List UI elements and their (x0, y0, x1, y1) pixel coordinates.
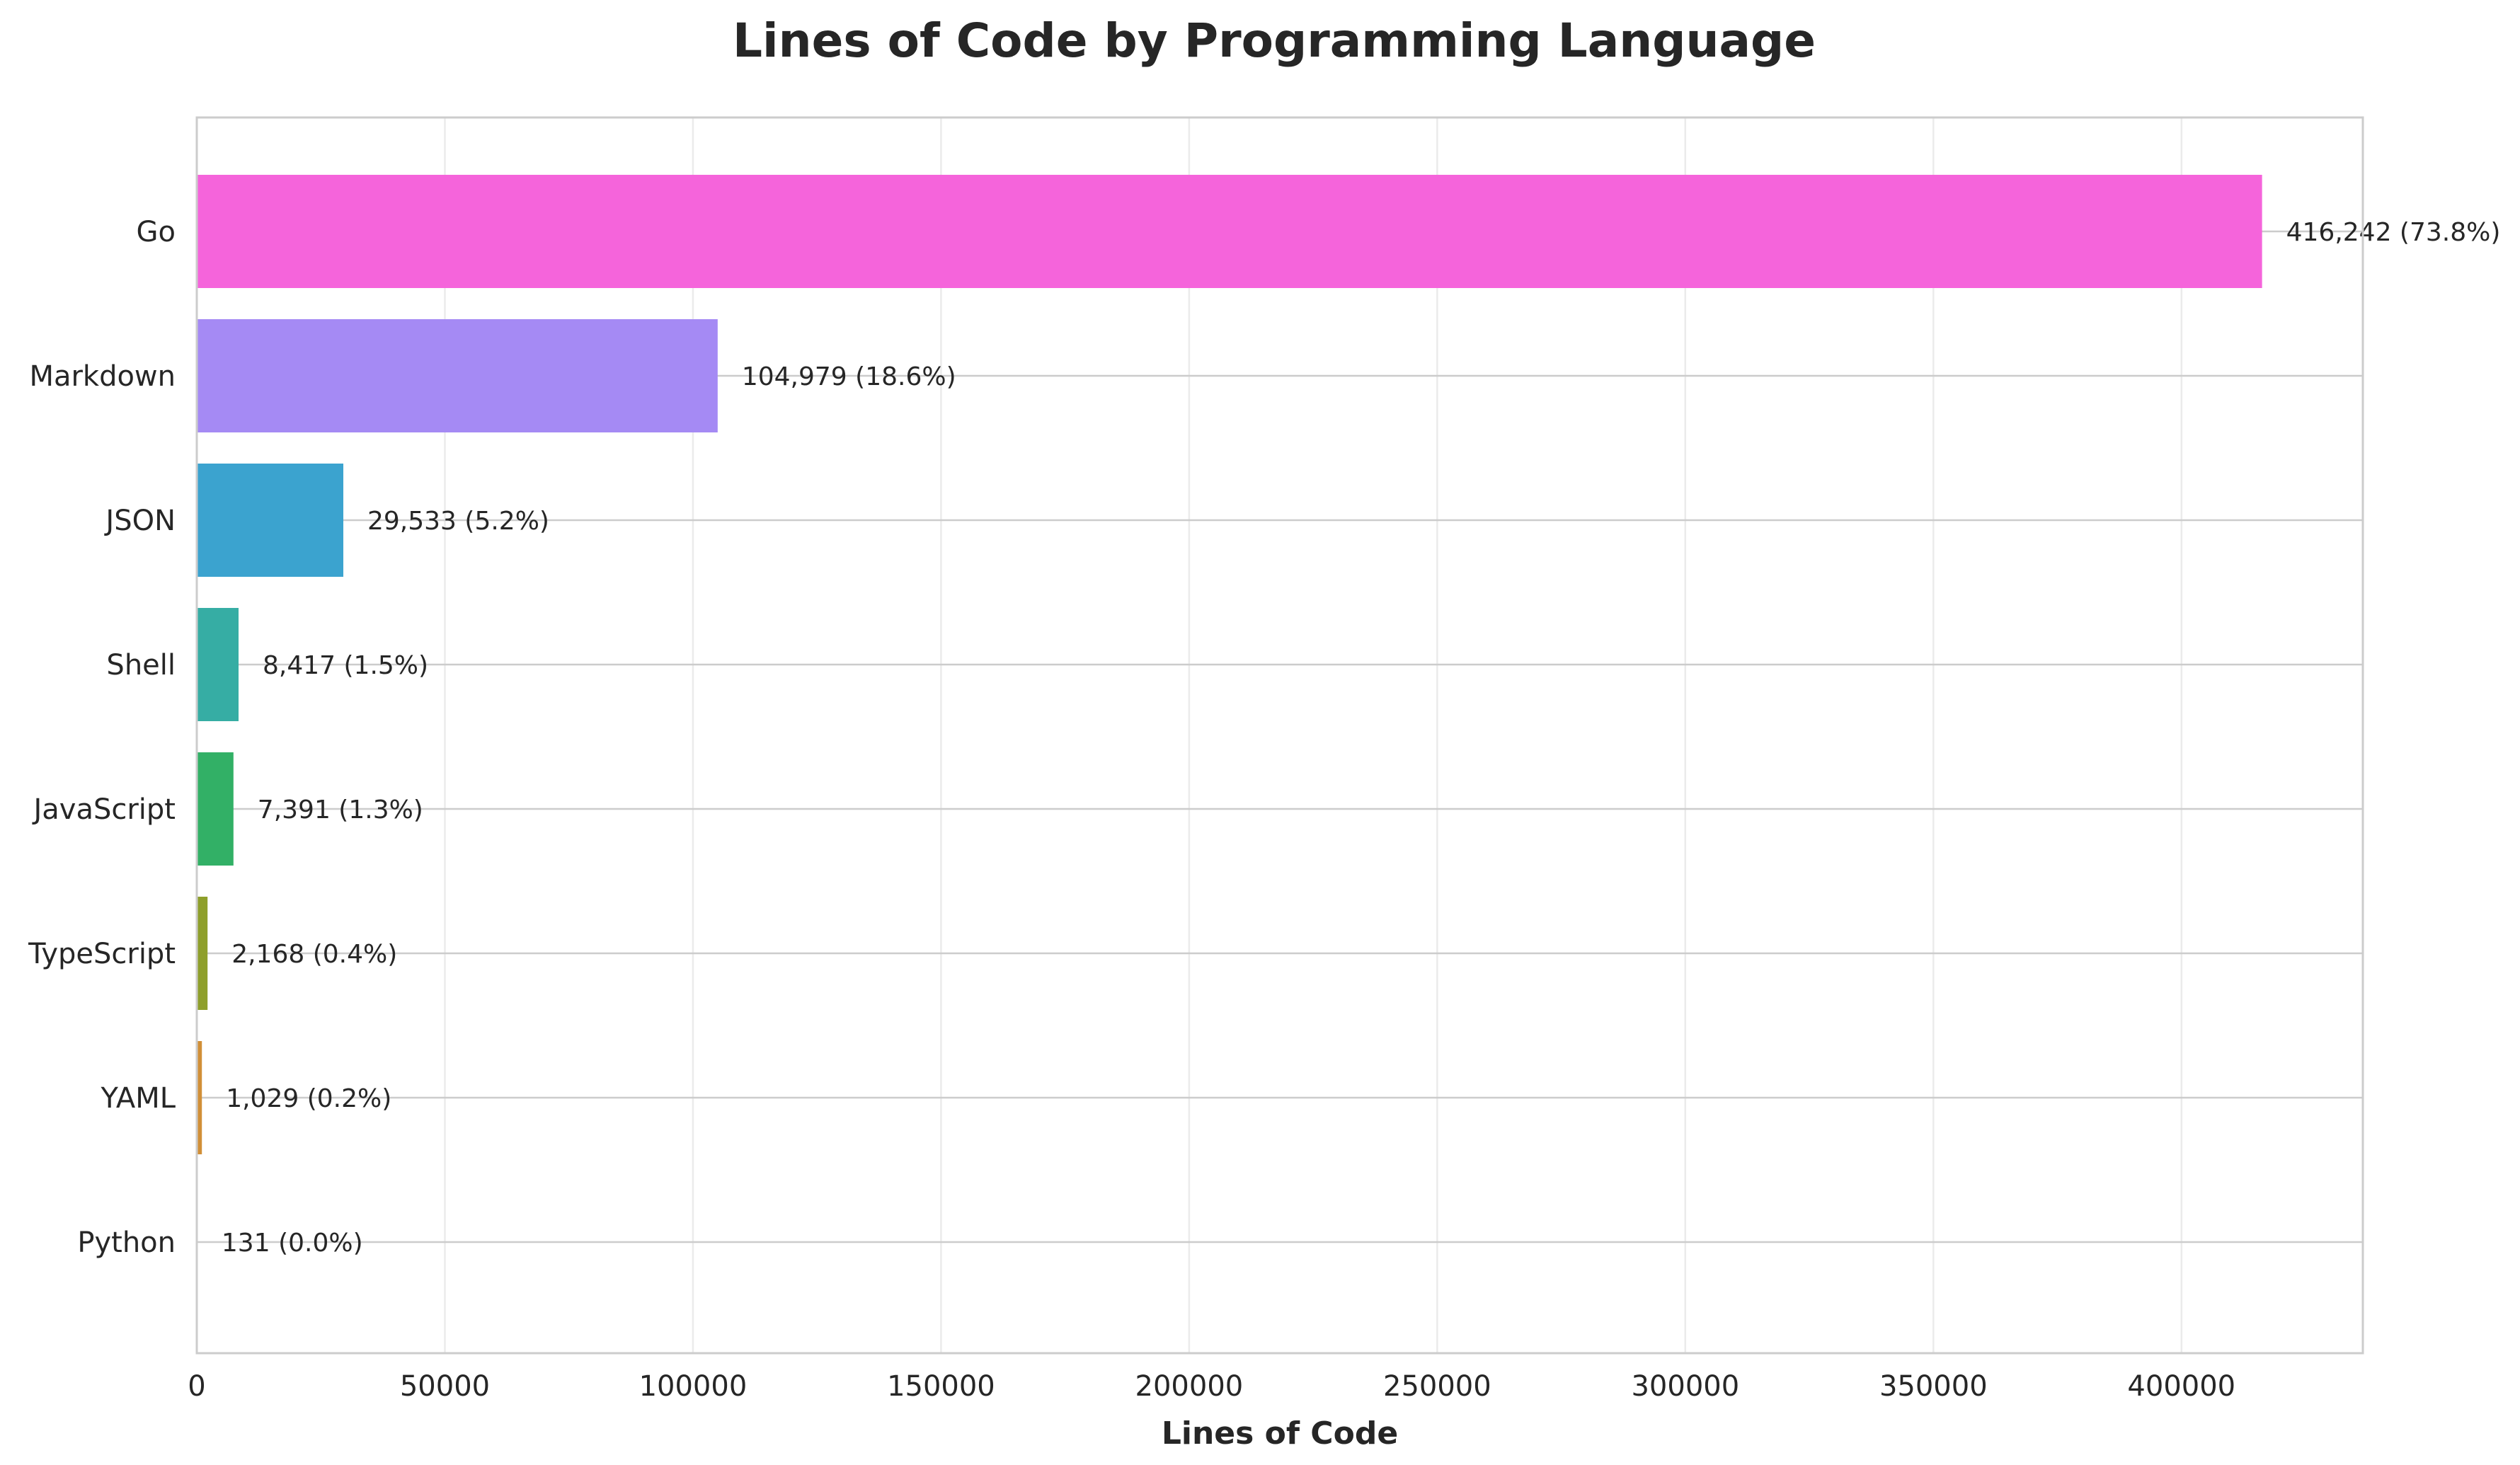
grid-layer (195, 117, 2363, 1353)
data-label: 29,533 (5.2%) (367, 507, 549, 536)
bars-layer (197, 175, 2262, 1299)
x-tick-label: 300000 (1631, 1370, 1739, 1403)
data-label: 8,417 (1.5%) (263, 651, 428, 680)
data-label: 2,168 (0.4%) (231, 940, 397, 969)
data-label: 416,242 (73.8%) (2286, 218, 2501, 247)
y-tick-label: TypeScript (28, 938, 176, 970)
bar-yaml (197, 1041, 202, 1154)
x-tick-label: 200000 (1135, 1370, 1244, 1403)
x-tick-label: 400000 (2127, 1370, 2235, 1403)
x-tick-label: 350000 (1879, 1370, 1988, 1403)
x-tick-label: 50000 (400, 1370, 490, 1403)
x-tick-label: 0 (188, 1370, 205, 1403)
y-tick-label: JavaScript (31, 793, 176, 826)
y-tick-label: Markdown (29, 360, 176, 393)
bar-markdown (197, 319, 718, 432)
chart-title: Lines of Code by Programming Language (733, 13, 1816, 68)
x-axis-label: Lines of Code (1162, 1415, 1398, 1452)
data-label: 131 (0.0%) (222, 1229, 363, 1258)
ticks-layer: 0 50000 100000 150000 200000 250000 300000 3500… (28, 216, 2235, 1403)
y-tick-label: JSON (103, 505, 176, 537)
bar-typescript (197, 897, 208, 1010)
bar-go (197, 175, 2262, 288)
y-tick-label: Python (77, 1226, 176, 1259)
bar-javascript (197, 752, 234, 866)
data-label: 7,391 (1.3%) (258, 795, 423, 825)
data-label: 104,979 (18.6%) (742, 362, 956, 391)
x-tick-label: 150000 (887, 1370, 995, 1403)
x-tick-label: 100000 (639, 1370, 748, 1403)
y-tick-label: YAML (101, 1082, 176, 1115)
y-tick-label: Shell (106, 649, 176, 682)
x-tick-label: 250000 (1383, 1370, 1491, 1403)
plot-frame (195, 116, 2364, 1355)
bar-json (197, 464, 344, 577)
data-label: 1,029 (0.2%) (226, 1084, 391, 1113)
y-tick-label: Go (137, 216, 176, 248)
labels-layer: 416,242 (73.8%) 104,979 (18.6%) 29,533 (5.… (222, 218, 2500, 1258)
bar-shell (197, 608, 239, 721)
